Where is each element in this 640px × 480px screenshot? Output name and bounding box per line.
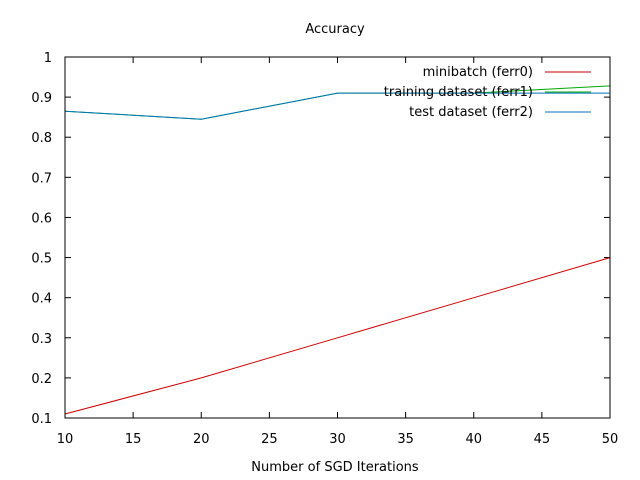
series-lines bbox=[64, 85, 611, 415]
x-tick-label: 20 bbox=[193, 432, 210, 447]
x-axis-label: Number of SGD Iterations bbox=[251, 460, 419, 475]
x-tick-label: 25 bbox=[261, 432, 278, 447]
series-line-ferr2 bbox=[64, 92, 610, 120]
y-tick-label: 0.8 bbox=[31, 131, 52, 146]
plot-frame bbox=[64, 56, 611, 419]
legend-label-ferr1: training dataset (ferr1) bbox=[384, 85, 533, 100]
x-tick-label: 35 bbox=[397, 432, 414, 447]
x-tick-label: 15 bbox=[125, 432, 142, 447]
y-tick-label: 0.6 bbox=[31, 211, 52, 226]
y-tick-label: 0.1 bbox=[31, 412, 52, 427]
legend: minibatch (ferr0) training dataset (ferr1… bbox=[384, 65, 591, 120]
y-tick-label: 0.7 bbox=[31, 171, 52, 186]
x-tick-label: 30 bbox=[329, 432, 346, 447]
y-tick-label: 0.4 bbox=[31, 292, 52, 307]
y-tick-label: 0.5 bbox=[31, 252, 52, 267]
y-tick-label: 0.3 bbox=[31, 332, 52, 347]
y-tick-label: 1 bbox=[44, 51, 52, 66]
chart-title: Accuracy bbox=[305, 22, 365, 37]
legend-label-ferr2: test dataset (ferr2) bbox=[409, 105, 533, 120]
y-tick-label: 0.9 bbox=[31, 91, 52, 106]
y-tick-label: 0.2 bbox=[31, 372, 52, 387]
legend-label-ferr0: minibatch (ferr0) bbox=[423, 65, 533, 80]
x-tick-label: 10 bbox=[57, 432, 74, 447]
x-tick-label: 40 bbox=[465, 432, 482, 447]
x-tick-label: 45 bbox=[534, 432, 551, 447]
x-tick-label: 50 bbox=[602, 432, 619, 447]
axis-ticks: 10 15 20 25 30 35 40 45 50 0.1 0.2 0.3 0.4 0.5 0.6 0.7 0… bbox=[31, 51, 618, 447]
series-line-ferr0 bbox=[64, 257, 611, 415]
